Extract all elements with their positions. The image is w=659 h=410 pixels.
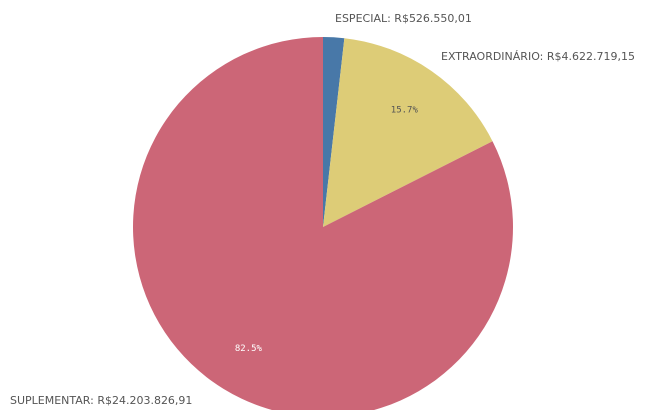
slice-label-especial: ESPECIAL: R$526.550,01: [335, 12, 472, 25]
pie-slice-especial[interactable]: [323, 37, 345, 227]
percent-label-suplementar: 82.5%: [235, 344, 263, 354]
slice-label-extraordinario: EXTRAORDINÁRIO: R$4.622.719,15: [441, 50, 635, 63]
pie-slice-suplementar[interactable]: [133, 37, 513, 410]
slice-label-suplementar: SUPLEMENTAR: R$24.203.826,91: [10, 394, 192, 407]
percent-labels: 15.7% 82.5%: [235, 105, 419, 353]
slice-labels: ESPECIAL: R$526.550,01 EXTRAORDINÁRIO: R…: [10, 12, 635, 407]
percent-label-extraordinario: 15.7%: [391, 105, 419, 115]
pie-slices: [133, 37, 513, 410]
pie-slice-extraordinario[interactable]: [323, 38, 493, 227]
